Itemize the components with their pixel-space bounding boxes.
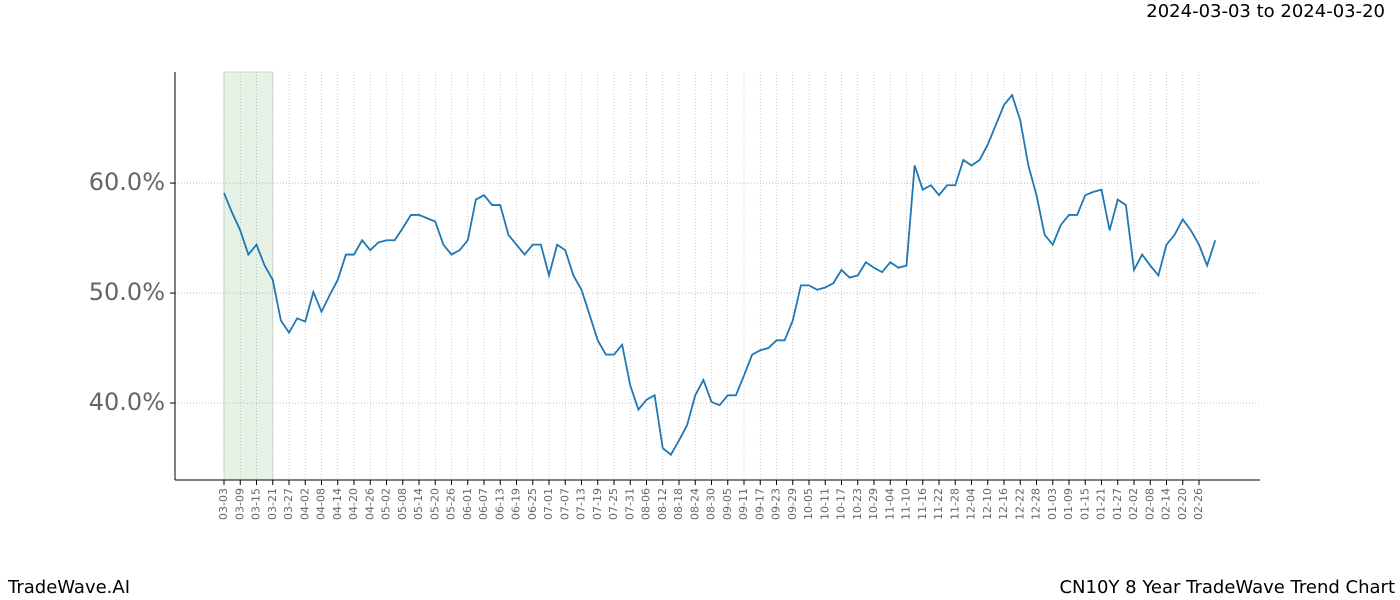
x-tick-label: 04-14	[331, 488, 344, 520]
trend-line	[223, 93, 1217, 457]
chart-title: CN10Y 8 Year TradeWave Trend Chart	[1059, 577, 1395, 598]
x-tick-label: 07-07	[558, 488, 571, 520]
x-tick-label: 02-20	[1176, 488, 1189, 520]
x-tick-label: 03-21	[266, 488, 279, 520]
x-tick-label: 10-29	[867, 488, 880, 520]
x-tick-label: 11-10	[900, 488, 913, 520]
x-tick-label: 04-20	[347, 488, 360, 520]
x-tick-label: 01-15	[1078, 488, 1091, 520]
x-tick-label: 06-19	[510, 488, 523, 520]
x-tick-label: 08-18	[672, 488, 685, 520]
x-tick-label: 01-27	[1111, 488, 1124, 520]
x-tick-label: 06-25	[526, 488, 539, 520]
x-tick-label: 12-28	[1030, 488, 1043, 520]
y-tick-label: 60.0%	[89, 168, 165, 196]
x-tick-label: 06-13	[493, 488, 506, 520]
x-tick-label: 08-06	[640, 488, 653, 520]
x-tick-label: 08-24	[688, 488, 701, 520]
x-tick-label: 05-20	[428, 488, 441, 520]
x-tick-label: 05-14	[412, 488, 425, 520]
highlight-band	[223, 71, 274, 481]
x-tick-label: 01-21	[1095, 488, 1108, 520]
x-tick-label: 09-17	[753, 488, 766, 520]
x-tick-label: 07-31	[623, 488, 636, 520]
y-tick-label: 50.0%	[89, 278, 165, 306]
x-tick-label: 10-17	[835, 488, 848, 520]
x-tick-label: 08-12	[656, 488, 669, 520]
x-tick-label: 11-28	[948, 488, 961, 520]
x-tick-label: 12-16	[997, 488, 1010, 520]
x-tick-label: 03-27	[282, 488, 295, 520]
x-tick-label: 02-08	[1143, 488, 1156, 520]
x-tick-label: 09-11	[737, 488, 750, 520]
x-tick-label: 01-09	[1062, 488, 1075, 520]
x-tick-label: 10-23	[851, 488, 864, 520]
x-tick-label: 12-04	[965, 488, 978, 520]
x-tick-label: 09-05	[721, 488, 734, 520]
x-tick-label: 03-03	[217, 488, 230, 520]
x-tick-label: 07-25	[607, 488, 620, 520]
x-tick-label: 04-08	[315, 488, 328, 520]
x-tick-label: 03-15	[250, 488, 263, 520]
x-tick-label: 07-01	[542, 488, 555, 520]
x-tick-label: 07-19	[591, 488, 604, 520]
x-tick-label: 05-26	[445, 488, 458, 520]
x-tick-label: 10-11	[818, 488, 831, 520]
x-tick-label: 02-02	[1127, 488, 1140, 520]
x-tick-label: 01-03	[1046, 488, 1059, 520]
y-tick-label: 40.0%	[89, 388, 165, 416]
x-tick-label: 08-30	[705, 488, 718, 520]
x-tick-label: 11-16	[916, 488, 929, 520]
x-tick-label: 11-04	[883, 488, 896, 520]
x-tick-label: 03-09	[233, 488, 246, 520]
x-tick-label: 12-10	[981, 488, 994, 520]
x-tick-label: 12-22	[1013, 488, 1026, 520]
x-tick-label: 06-01	[461, 488, 474, 520]
x-tick-label: 10-05	[802, 488, 815, 520]
x-tick-label: 02-14	[1160, 488, 1173, 520]
x-tick-label: 05-02	[380, 488, 393, 520]
brand: TradeWave.AI	[7, 577, 130, 598]
date-range: 2024-03-03 to 2024-03-20	[1146, 1, 1385, 22]
x-tick-label: 05-08	[396, 488, 409, 520]
x-tick-label: 04-26	[363, 488, 376, 520]
x-tick-label: 04-02	[298, 488, 311, 520]
x-tick-label: 06-07	[477, 488, 490, 520]
x-tick-label: 07-13	[575, 488, 588, 520]
x-tick-label: 11-22	[932, 488, 945, 520]
x-tick-label: 09-29	[786, 488, 799, 520]
x-tick-label: 09-23	[770, 488, 783, 520]
x-tick-label: 02-26	[1192, 488, 1205, 520]
